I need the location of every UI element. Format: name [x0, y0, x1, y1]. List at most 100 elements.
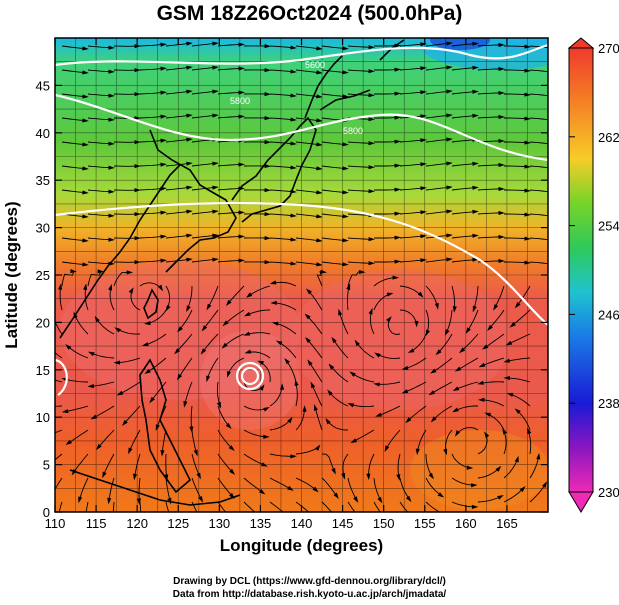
streamline-arrowhead	[108, 141, 115, 146]
streamline	[224, 309, 245, 325]
streamline-arrowhead	[198, 495, 204, 503]
streamline-arrowhead	[487, 324, 493, 332]
streamline	[78, 477, 89, 501]
streamline-arrowhead	[375, 412, 382, 417]
streamline	[87, 271, 102, 287]
streamline	[61, 45, 86, 50]
streamline	[123, 405, 141, 425]
streamline	[269, 165, 294, 169]
streamline-arrowhead	[186, 89, 193, 94]
streamline	[269, 418, 292, 431]
contour-label: 5800	[343, 126, 363, 136]
streamline	[217, 211, 242, 215]
streamline	[165, 90, 190, 95]
streamline-arrowhead	[305, 337, 311, 344]
streamline	[326, 420, 349, 431]
streamline	[321, 45, 346, 49]
streamline-arrowhead	[446, 209, 453, 214]
streamline-arrowhead	[238, 210, 245, 215]
streamline-arrowhead	[524, 260, 531, 265]
streamline	[399, 67, 424, 71]
streamline-arrowhead	[287, 416, 293, 424]
streamline-arrowhead	[417, 291, 424, 298]
streamline-arrowhead	[290, 93, 297, 98]
streamline	[87, 45, 112, 49]
streamline	[61, 117, 86, 122]
streamline	[55, 429, 63, 434]
streamline-arrowhead	[108, 189, 115, 194]
streamline-arrowhead	[394, 187, 401, 192]
streamline	[191, 453, 201, 477]
streamline	[139, 259, 164, 263]
streamline	[190, 405, 193, 431]
streamline-arrowhead	[394, 139, 401, 144]
streamline	[374, 189, 399, 191]
streamline-arrowhead	[186, 257, 193, 262]
x-axis-ticks: 110 115 120 125 130 135 140 145 150 155 160 165	[45, 38, 518, 531]
streamline-arrowhead	[279, 383, 285, 390]
streamline-arrowhead	[238, 42, 245, 47]
streamline	[529, 165, 548, 169]
streamline	[259, 361, 271, 383]
streamline	[243, 453, 266, 466]
streamline-arrowhead	[386, 316, 392, 323]
streamline-arrowhead	[394, 163, 401, 168]
streamline-arrowhead	[446, 65, 453, 70]
streamline-arrowhead	[102, 471, 107, 479]
streamline-arrowhead	[396, 473, 401, 481]
streamline-arrowhead	[290, 454, 297, 459]
streamline	[451, 477, 475, 486]
streamline-arrowhead	[310, 381, 316, 389]
streamline	[529, 237, 548, 241]
streamline-arrowhead	[472, 209, 479, 214]
streamline	[477, 164, 502, 167]
streamline-arrowhead	[160, 450, 165, 457]
streamline	[321, 237, 346, 241]
streamline	[191, 186, 216, 191]
streamline	[404, 357, 427, 370]
streamline-arrowhead	[455, 430, 461, 437]
streamline	[191, 42, 216, 47]
streamline	[425, 453, 433, 478]
streamline	[399, 43, 424, 47]
streamline	[321, 93, 346, 97]
streamline	[273, 302, 297, 311]
streamline	[191, 162, 216, 167]
streamline	[178, 357, 193, 379]
streamline-arrowhead	[437, 492, 445, 498]
streamline-arrowhead	[374, 352, 381, 358]
streamline	[511, 309, 531, 327]
streamline	[55, 379, 63, 383]
colorbar-tick-label: 246	[598, 307, 619, 322]
streamline	[486, 413, 505, 431]
streamline-arrowhead	[108, 69, 115, 74]
streamline	[425, 138, 450, 143]
streamline-arrowhead	[524, 116, 531, 121]
streamline	[387, 318, 401, 335]
streamline-arrowhead	[320, 269, 327, 274]
streamline	[321, 501, 333, 512]
streamline	[217, 163, 242, 167]
streamline	[243, 477, 264, 494]
contour-labels: 5600 5800 5800	[230, 60, 363, 136]
streamline-arrowhead	[446, 113, 453, 118]
streamline	[165, 453, 168, 479]
x-tick-label: 115	[86, 516, 107, 531]
streamline-arrowhead	[342, 262, 349, 267]
streamline-arrowhead	[82, 142, 89, 147]
streamline	[477, 68, 502, 71]
streamline-arrowhead	[394, 211, 401, 216]
streamline	[59, 286, 63, 311]
streamline-arrowhead	[201, 325, 208, 332]
streamline-arrowhead	[70, 269, 77, 274]
streamline	[373, 501, 381, 512]
streamline-arrowhead	[183, 401, 188, 408]
streamline-arrowhead	[264, 43, 271, 49]
streamline	[477, 495, 502, 503]
streamline-arrowhead	[65, 343, 72, 350]
streamline-arrowhead	[358, 517, 364, 523]
streamline	[451, 259, 476, 263]
streamline	[130, 289, 141, 311]
streamline	[373, 277, 397, 287]
streamline	[516, 285, 531, 307]
